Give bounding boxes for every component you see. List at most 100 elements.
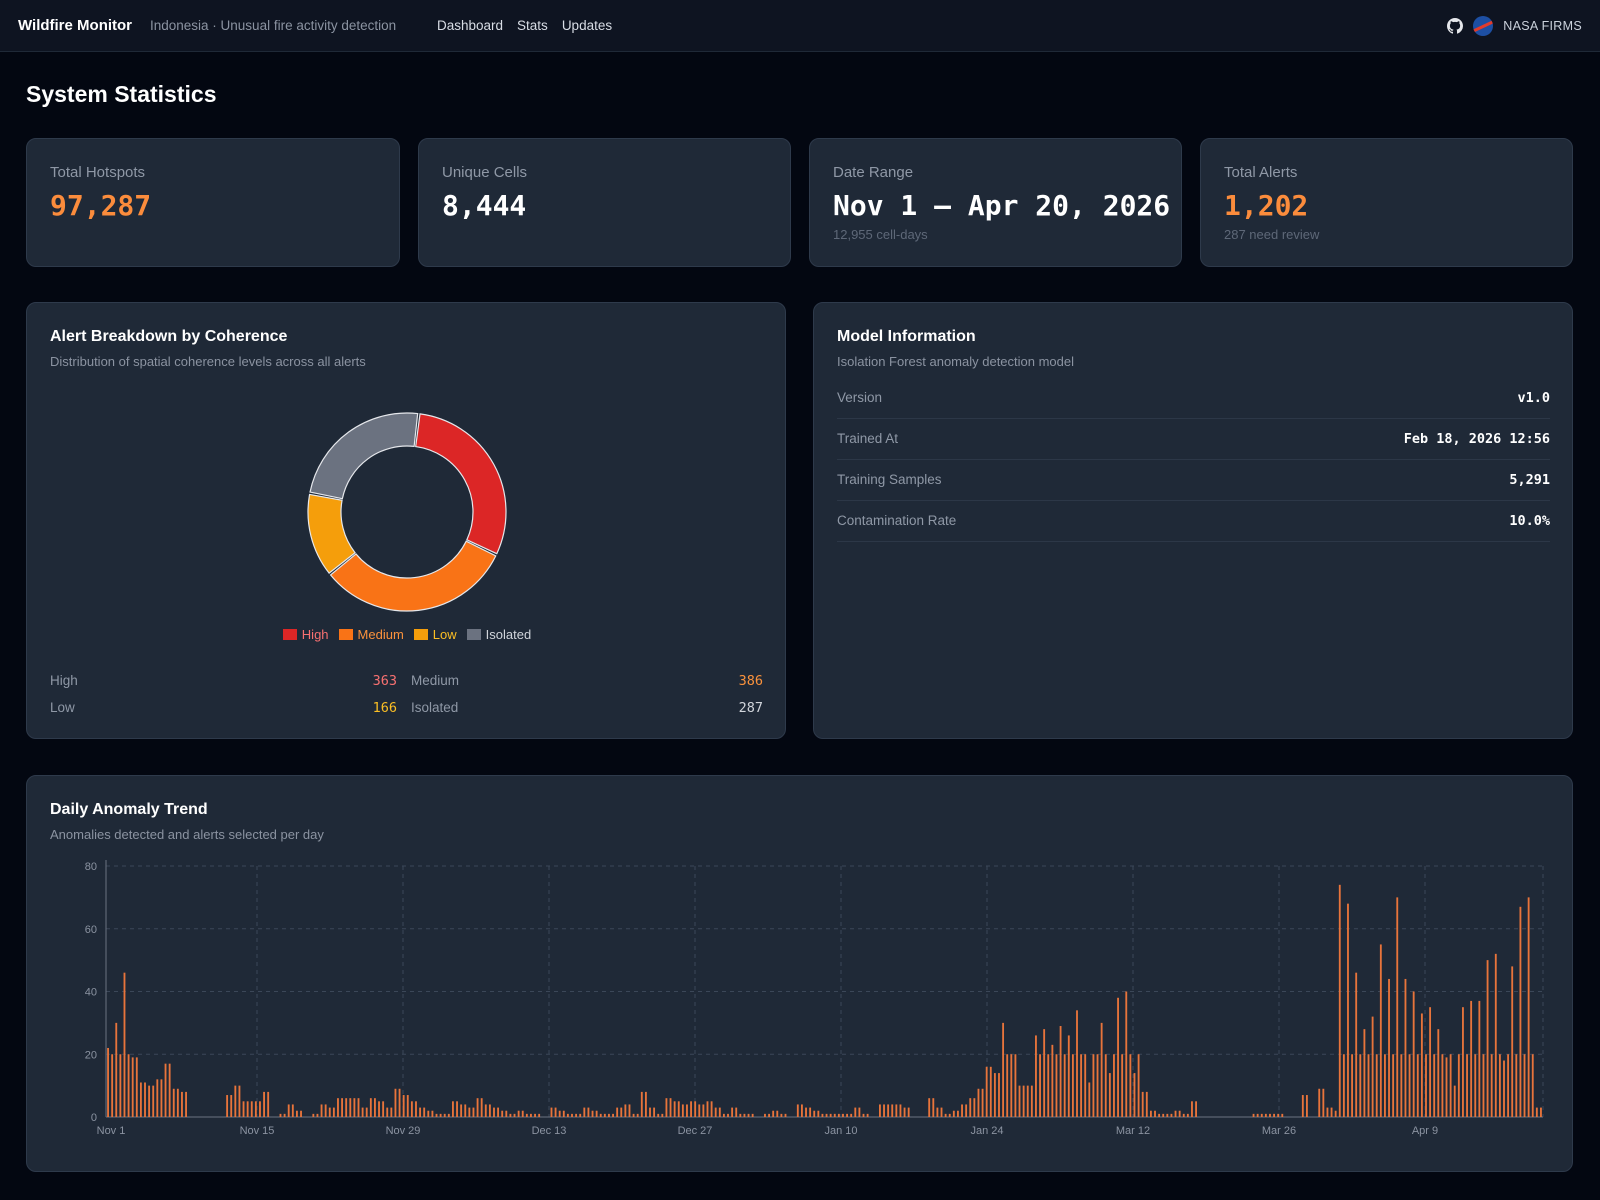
trend-bar[interactable] [493, 1107, 495, 1117]
trend-bar[interactable] [1195, 1101, 1197, 1117]
trend-bar[interactable] [250, 1101, 253, 1117]
trend-bar[interactable] [279, 1113, 282, 1117]
trend-bar[interactable] [349, 1098, 352, 1117]
trend-bar[interactable] [509, 1113, 512, 1117]
trend-bar[interactable] [1416, 1054, 1419, 1117]
legend-item-isolated[interactable]: Isolated [466, 627, 531, 642]
trend-bar[interactable] [583, 1107, 586, 1117]
trend-bar[interactable] [1425, 1054, 1427, 1117]
trend-bar[interactable] [226, 1095, 229, 1117]
trend-bar[interactable] [337, 1098, 339, 1117]
legend-item-medium[interactable]: Medium [338, 627, 404, 642]
trend-bar[interactable] [1363, 1029, 1366, 1117]
trend-bar[interactable] [476, 1098, 479, 1117]
trend-bar[interactable] [952, 1110, 955, 1117]
trend-bar[interactable] [139, 1082, 142, 1117]
trend-bar[interactable] [160, 1079, 163, 1117]
trend-bar[interactable] [538, 1113, 541, 1117]
trend-bar[interactable] [1055, 1054, 1058, 1117]
trend-bar[interactable] [603, 1113, 606, 1117]
trend-bar[interactable] [1326, 1107, 1329, 1117]
trend-bar[interactable] [928, 1098, 931, 1117]
trend-bar[interactable] [468, 1107, 471, 1117]
trend-bar[interactable] [985, 1066, 988, 1117]
trend-bar[interactable] [439, 1113, 442, 1117]
trend-bar[interactable] [764, 1113, 766, 1117]
trend-bar[interactable] [1474, 1054, 1477, 1117]
trend-bar[interactable] [579, 1113, 582, 1117]
trend-bar[interactable] [772, 1110, 775, 1117]
trend-bar[interactable] [714, 1107, 717, 1117]
trend-bar[interactable] [1445, 1057, 1448, 1117]
trend-bar[interactable] [513, 1113, 516, 1117]
trend-bar[interactable] [398, 1088, 401, 1117]
trend-bar[interactable] [562, 1110, 565, 1117]
trend-bar[interactable] [554, 1107, 557, 1117]
trend-bar[interactable] [1113, 1054, 1115, 1117]
trend-bar[interactable] [1437, 1029, 1440, 1117]
trend-bar[interactable] [1260, 1113, 1263, 1117]
trend-bar[interactable] [866, 1113, 869, 1117]
trend-bar[interactable] [242, 1101, 245, 1117]
trend-bar[interactable] [127, 1054, 130, 1117]
trend-bar[interactable] [1014, 1054, 1017, 1117]
trend-bar[interactable] [1388, 978, 1390, 1117]
trend-bar[interactable] [1322, 1088, 1325, 1117]
trend-bar[interactable] [747, 1113, 750, 1117]
trend-bar[interactable] [152, 1085, 155, 1117]
trend-bar[interactable] [484, 1104, 487, 1117]
trend-bar[interactable] [628, 1104, 631, 1117]
trend-bar[interactable] [1400, 1054, 1403, 1117]
trend-bar[interactable] [743, 1113, 746, 1117]
trend-bar[interactable] [1117, 997, 1119, 1117]
trend-bar[interactable] [267, 1091, 270, 1117]
trend-bar[interactable] [263, 1091, 265, 1117]
trend-bar[interactable] [957, 1110, 959, 1117]
trend-bar[interactable] [1408, 1054, 1411, 1117]
trend-bar[interactable] [1088, 1082, 1091, 1117]
trend-bar[interactable] [390, 1107, 393, 1117]
trend-bar[interactable] [722, 1113, 725, 1117]
trend-bar[interactable] [332, 1107, 335, 1117]
donut-slice-low[interactable] [307, 493, 356, 574]
trend-bar[interactable] [1170, 1113, 1173, 1117]
trend-bar[interactable] [1100, 1022, 1103, 1117]
trend-bar[interactable] [1531, 1054, 1534, 1117]
trend-bar[interactable] [361, 1107, 364, 1117]
trend-bar[interactable] [357, 1098, 360, 1117]
trend-bar[interactable] [640, 1091, 643, 1117]
trend-bar[interactable] [1486, 960, 1489, 1117]
trend-bar[interactable] [185, 1091, 187, 1117]
trend-bar[interactable] [698, 1104, 701, 1117]
trend-bar[interactable] [661, 1113, 664, 1117]
trend-bar[interactable] [1059, 1026, 1062, 1117]
trend-bar[interactable] [1191, 1101, 1193, 1117]
trend-bar[interactable] [394, 1088, 397, 1117]
trend-bar[interactable] [566, 1113, 569, 1117]
donut-slice-medium[interactable] [329, 540, 497, 612]
trend-bar[interactable] [1080, 1054, 1083, 1117]
trend-bar[interactable] [1515, 1054, 1518, 1117]
trend-bar[interactable] [287, 1104, 290, 1117]
trend-bar[interactable] [320, 1104, 323, 1117]
legend-item-high[interactable]: High [282, 627, 329, 642]
trend-bar[interactable] [382, 1101, 385, 1117]
trend-bar[interactable] [1108, 1073, 1111, 1117]
trend-bar[interactable] [488, 1104, 491, 1117]
trend-bar[interactable] [1010, 1054, 1013, 1117]
trend-bar[interactable] [300, 1110, 302, 1117]
trend-bar[interactable] [1264, 1113, 1267, 1117]
trend-bar[interactable] [1125, 991, 1128, 1118]
trend-bar[interactable] [829, 1113, 832, 1117]
trend-bar[interactable] [1449, 1054, 1452, 1117]
trend-bar[interactable] [644, 1091, 647, 1117]
trend-bar[interactable] [254, 1101, 257, 1117]
trend-bar[interactable] [135, 1057, 138, 1117]
trend-bar[interactable] [891, 1104, 894, 1117]
trend-bar[interactable] [1433, 1054, 1436, 1117]
trend-bar[interactable] [1527, 897, 1530, 1117]
nav-dashboard[interactable]: Dashboard [437, 18, 504, 33]
trend-bar[interactable] [1305, 1095, 1308, 1117]
trend-bar[interactable] [673, 1101, 676, 1117]
trend-bar[interactable] [530, 1113, 532, 1117]
